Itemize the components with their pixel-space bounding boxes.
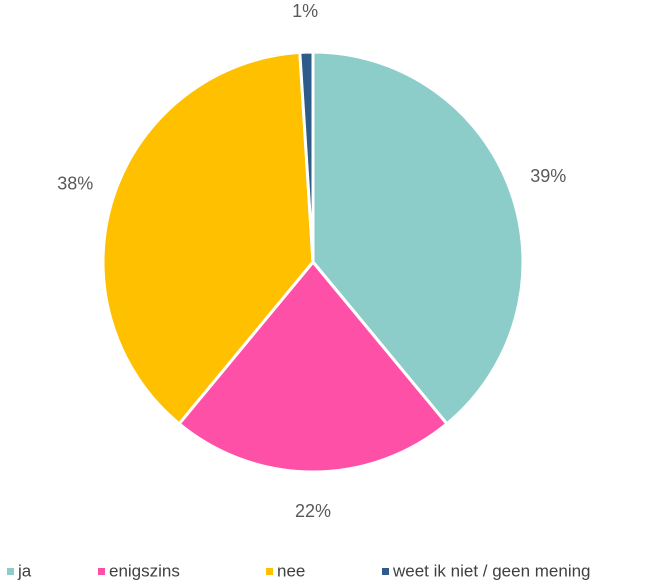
legend-label: ja <box>17 561 32 580</box>
legend-label: weet ik niet / geen mening <box>392 561 591 580</box>
data-label: 22% <box>295 501 331 521</box>
pie-slice <box>177 260 449 474</box>
pie-slice <box>311 50 525 426</box>
legend-swatch <box>266 568 273 575</box>
data-label: 39% <box>530 166 566 186</box>
data-label: 1% <box>292 1 318 21</box>
data-label: 38% <box>57 173 93 193</box>
pie-slice <box>101 50 315 426</box>
legend-swatch <box>382 568 389 575</box>
legend-label: enigszins <box>109 561 180 580</box>
legend-swatch <box>98 568 105 575</box>
pie-slice <box>298 50 315 264</box>
legend-swatch <box>7 568 14 575</box>
legend-label: nee <box>277 561 305 580</box>
